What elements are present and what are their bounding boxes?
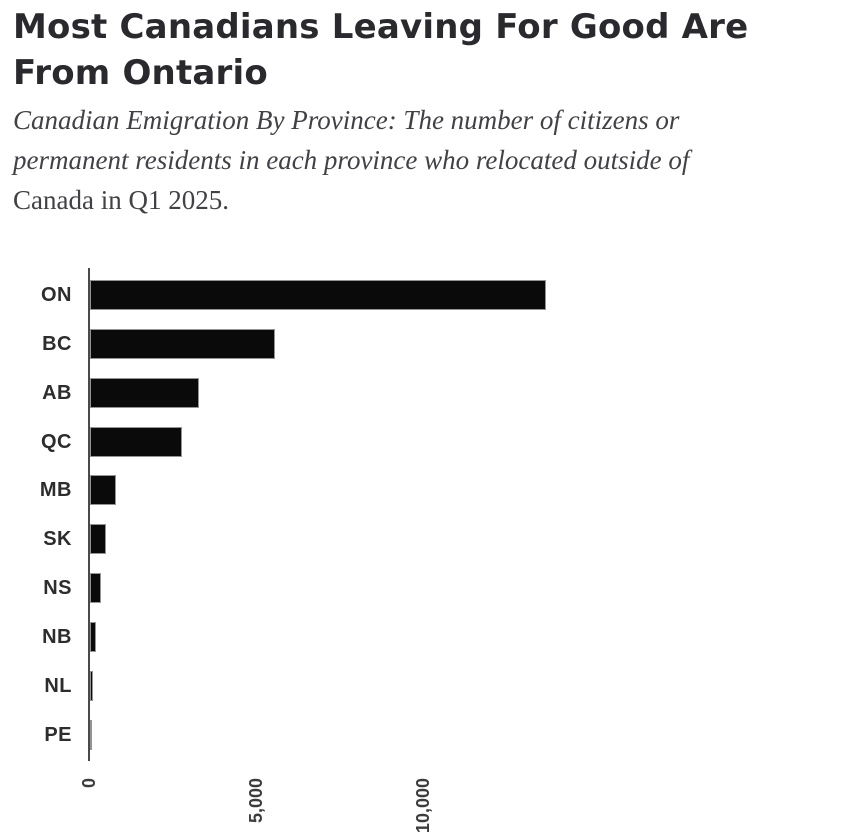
page-title: Most Canadians Leaving For Good Are From… xyxy=(13,4,748,96)
bar-nl xyxy=(89,670,93,701)
bar-row-nl: NL xyxy=(0,670,845,701)
category-label-mb: MB xyxy=(39,479,72,502)
category-label-qc: QC xyxy=(41,430,72,453)
category-label-nl: NL xyxy=(44,674,72,697)
bar-ab xyxy=(89,377,199,408)
category-label-sk: SK xyxy=(43,528,72,551)
chart-subtitle-line-2: permanent residents in each province who… xyxy=(13,145,690,175)
page-title-line-2: From Ontario xyxy=(13,53,268,93)
x-tick-label-5000: 5,000 xyxy=(245,778,266,824)
bar-chart: ON BC AB QC MB SK NS NB NL PE 0 5,000 10,000 xyxy=(0,268,845,839)
bar-row-nb: NB xyxy=(0,621,845,652)
bar-row-mb: MB xyxy=(0,475,845,506)
y-axis-line xyxy=(88,268,90,761)
bar-sk xyxy=(89,524,106,555)
category-label-on: ON xyxy=(41,284,72,306)
category-label-nb: NB xyxy=(42,625,72,648)
x-tick-label-0: 0 xyxy=(78,778,99,789)
category-label-bc: BC xyxy=(42,332,72,355)
bar-on xyxy=(89,280,546,310)
chart-header: Most Canadians Leaving For Good Are From… xyxy=(13,4,748,96)
chart-subtitle-line-3: Canada in Q1 2025. xyxy=(13,185,229,215)
category-label-ab: AB xyxy=(42,381,72,404)
bar-row-bc: BC xyxy=(0,328,845,359)
bar-row-ab: AB xyxy=(0,377,845,408)
bar-qc xyxy=(89,426,182,457)
page-title-line-1: Most Canadians Leaving For Good Are xyxy=(13,7,749,47)
x-tick-label-10000: 10,000 xyxy=(412,778,433,834)
bar-mb xyxy=(89,475,116,506)
bar-row-pe: PE xyxy=(0,719,845,750)
bar-row-sk: SK xyxy=(0,524,845,555)
bar-pe xyxy=(89,719,92,750)
category-label-pe: PE xyxy=(44,723,72,746)
bar-row-qc: QC xyxy=(0,426,845,457)
chart-subtitle: Canadian Emigration By Province: The num… xyxy=(13,100,689,220)
category-label-ns: NS xyxy=(43,577,72,600)
bar-bc xyxy=(89,328,275,359)
bar-row-on: ON xyxy=(0,280,845,310)
chart-subtitle-line-1: Canadian Emigration By Province: The num… xyxy=(13,105,680,135)
bar-ns xyxy=(89,573,101,604)
bar-row-ns: NS xyxy=(0,573,845,604)
bar-nb xyxy=(89,621,97,652)
